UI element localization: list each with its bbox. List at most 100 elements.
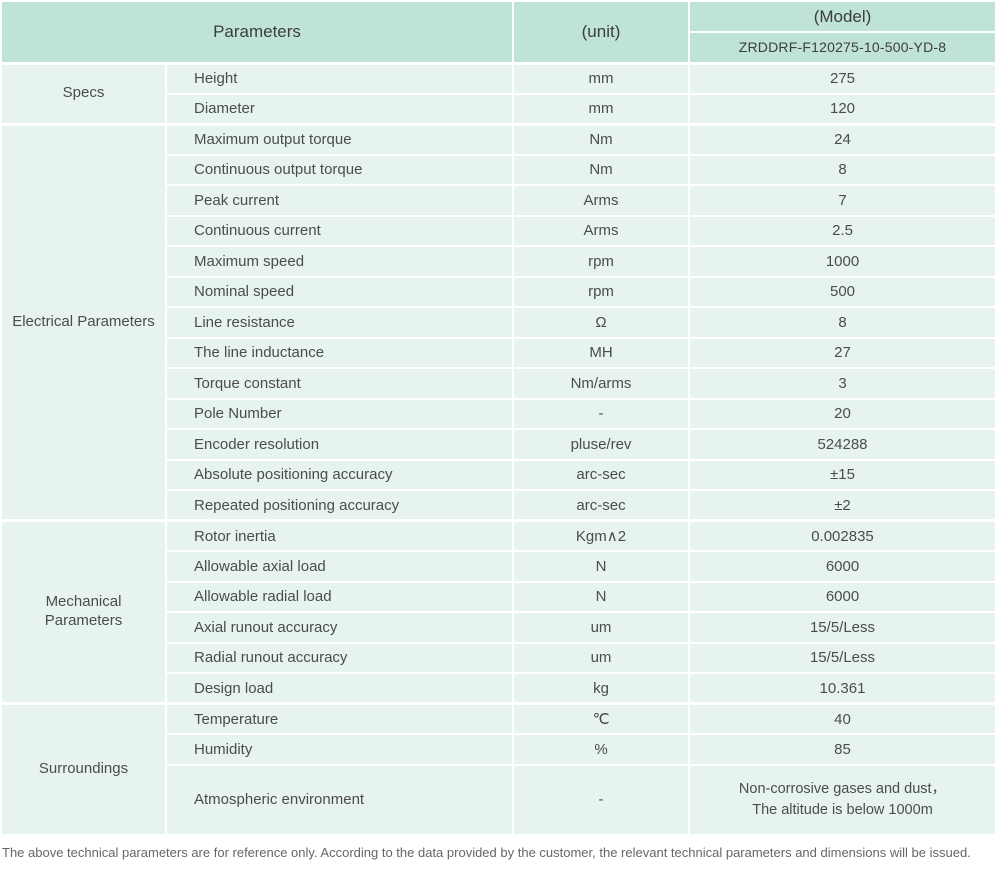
param-cell: Allowable axial load [165, 550, 514, 583]
value-cell: ±15 [688, 458, 997, 491]
unit-cell: Nm [512, 122, 690, 156]
param-cell: Repeated positioning accuracy [165, 489, 514, 522]
table-row: Absolute positioning accuracy arc-sec ±15 [1, 458, 997, 491]
category-cell: Mechanical Parameters [0, 519, 167, 705]
param-cell: Diameter [165, 92, 514, 125]
param-cell: Absolute positioning accuracy [165, 458, 514, 491]
param-cell: Design load [165, 672, 514, 705]
table-row: Continuous output torque Nm 8 [1, 153, 997, 186]
value-cell: 275 [688, 61, 997, 95]
unit-cell: Kgm∧2 [512, 519, 690, 552]
parameters-header: Parameters [0, 0, 514, 64]
unit-cell: N [512, 550, 690, 583]
param-cell: Atmospheric environment [165, 763, 514, 836]
unit-cell: rpm [512, 275, 690, 308]
model-header: (Model) [688, 0, 997, 33]
unit-cell: pluse/rev [512, 428, 690, 461]
unit-cell: N [512, 580, 690, 613]
footer-note: The above technical parameters are for r… [2, 844, 971, 860]
unit-cell: mm [512, 61, 690, 95]
unit-cell: Ω [512, 306, 690, 339]
param-cell: Encoder resolution [165, 428, 514, 461]
value-cell: 85 [688, 733, 997, 766]
param-cell: Continuous current [165, 214, 514, 247]
table-row: Repeated positioning accuracy arc-sec ±2 [1, 489, 997, 522]
spec-sheet-page: Parameters (unit) (Model) ZRDDRF-F120275… [0, 0, 997, 860]
category-cell: Specs [0, 61, 167, 125]
value-cell: 120 [688, 92, 997, 125]
header-row-1: Parameters (unit) (Model) [0, 0, 997, 64]
param-cell: The line inductance [165, 336, 514, 369]
value-cell: 8 [688, 306, 997, 339]
value-cell: 524288 [688, 428, 997, 461]
unit-cell: um [512, 611, 690, 644]
param-cell: Rotor inertia [165, 519, 514, 552]
value-cell: Non-corrosive gases and dust， The altitu… [688, 763, 997, 836]
param-cell: Height [165, 61, 514, 95]
table-row: Allowable axial load N 6000 [1, 550, 997, 583]
table-row: Specs Height mm 275 [0, 61, 997, 125]
category-cell: Electrical Parameters [0, 122, 167, 522]
table-row: Electrical Parameters Maximum output torq… [0, 122, 997, 522]
param-cell: Pole Number [165, 397, 514, 430]
spec-table: Parameters (unit) (Model) ZRDDRF-F120275… [0, 0, 997, 836]
table-row: Continuous current Arms 2.5 [1, 214, 997, 247]
table-row: Diameter mm 120 [1, 92, 997, 125]
unit-cell: Arms [512, 184, 690, 217]
value-cell: 40 [688, 702, 997, 735]
value-cell: 6000 [688, 550, 997, 583]
unit-cell: mm [512, 92, 690, 125]
param-cell: Humidity [165, 733, 514, 766]
unit-cell: kg [512, 672, 690, 705]
unit-cell: arc-sec [512, 489, 690, 522]
param-cell: Maximum speed [165, 245, 514, 278]
value-cell: 8 [688, 153, 997, 186]
param-cell: Continuous output torque [165, 153, 514, 186]
param-cell: Allowable radial load [165, 580, 514, 613]
unit-cell: MH [512, 336, 690, 369]
unit-cell: % [512, 733, 690, 766]
spec-table-body: Specs Height mm 275 Diameter mm 120 Electrical … [0, 61, 997, 836]
table-row: Encoder resolution pluse/rev 524288 [1, 428, 997, 461]
value-cell: 2.5 [688, 214, 997, 247]
table-row: Line resistance Ω 8 [1, 306, 997, 339]
table-row: Humidity% 85 [1, 733, 997, 766]
value-cell: 7 [688, 184, 997, 217]
category-cell: Surroundings [0, 702, 167, 836]
table-row: Pole Number -20 [1, 397, 997, 430]
value-cell: 15/5/Less [688, 641, 997, 674]
table-row: Surroundings Temperature ℃ 40 [0, 702, 997, 836]
unit-cell: Arms [512, 214, 690, 247]
value-cell: 6000 [688, 580, 997, 613]
unit-cell: - [512, 397, 690, 430]
value-cell: 1000 [688, 245, 997, 278]
param-cell: Maximum output torque [165, 122, 514, 156]
table-row: Mechanical Parameters Rotor inertia Kgm∧2 0… [0, 519, 997, 705]
param-cell: Torque constant [165, 367, 514, 400]
unit-cell: ℃ [512, 702, 690, 735]
value-cell: 27 [688, 336, 997, 369]
param-cell: Radial runout accuracy [165, 641, 514, 674]
value-cell: 0.002835 [688, 519, 997, 552]
param-cell: Nominal speed [165, 275, 514, 308]
param-cell: Line resistance [165, 306, 514, 339]
value-cell: 3 [688, 367, 997, 400]
table-row: Allowable radial load N 6000 [1, 580, 997, 613]
param-cell: Temperature [165, 702, 514, 735]
value-cell: 15/5/Less [688, 611, 997, 644]
spec-table-header: Parameters (unit) (Model) ZRDDRF-F120275… [0, 0, 997, 64]
value-cell: 20 [688, 397, 997, 430]
unit-cell: - [512, 763, 690, 836]
param-cell: Peak current [165, 184, 514, 217]
table-row: Maximum speed rpm 1000 [1, 245, 997, 278]
value-cell: 500 [688, 275, 997, 308]
unit-cell: um [512, 641, 690, 674]
unit-cell: rpm [512, 245, 690, 278]
unit-cell: Nm/arms [512, 367, 690, 400]
unit-header: (unit) [512, 0, 690, 64]
unit-cell: arc-sec [512, 458, 690, 491]
param-cell: Axial runout accuracy [165, 611, 514, 644]
table-row: Peak current Arms 7 [1, 184, 997, 217]
header-row-2: ZRDDRF-F120275-10-500-YD-8 [1, 31, 997, 64]
value-cell: 10.361 [688, 672, 997, 705]
